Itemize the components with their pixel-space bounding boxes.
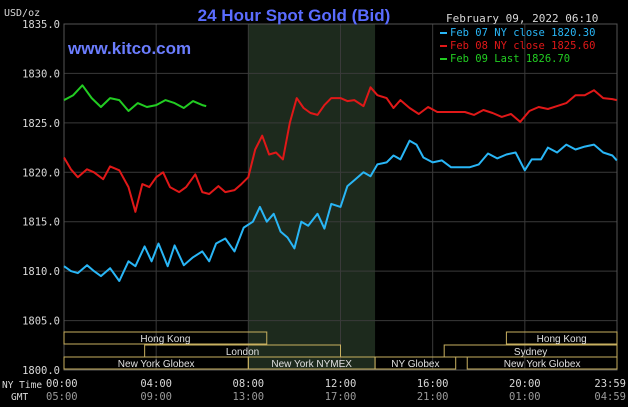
chart-title: 24 Hour Spot Gold (Bid) [198,6,391,25]
x-tick-label-ny: 16:00 [417,378,449,390]
ny-time-label: NY Time [2,380,42,391]
nymex-shaded-region [248,24,376,370]
session-bar [374,356,457,370]
x-tick-label-gmt: 21:00 [417,391,449,403]
session-label: New York Globex [118,359,195,370]
x-tick-label-gmt: 13:00 [233,391,265,403]
x-tick-label-ny: 08:00 [233,378,265,390]
session-label: London [226,347,259,358]
x-tick-label-ny: 12:00 [325,378,357,390]
y-tick-label: 1800.0 [22,365,60,377]
watermark: www.kitco.com [67,39,191,58]
x-tick-label-gmt: 04:59 [594,391,626,403]
y-tick-label: 1835.0 [22,19,60,31]
session-bar [466,356,618,370]
session-label: New York NYMEX [271,359,352,370]
x-tick-label-ny: 20:00 [509,378,541,390]
session-bar [505,331,618,345]
y-tick-label: 1815.0 [22,217,60,229]
session-label: Hong Kong [140,334,190,345]
x-tick-label-ny: 00:00 [46,378,78,390]
timestamp: February 09, 2022 06:10 [446,12,598,25]
x-tick-label-gmt: 01:00 [509,391,541,403]
series-line [63,139,618,282]
session-label: NY Globex [391,359,439,370]
x-tick-label-gmt: 09:00 [140,391,172,403]
session-label: Sydney [514,347,547,358]
session-label: Hong Kong [537,334,587,345]
series-line [63,86,618,213]
unit-label: USD/oz [4,8,40,19]
legend-entry: Feb 07 NY close 1820.30 [450,27,595,39]
session-bar [63,331,268,345]
x-tick-label-gmt: 17:00 [325,391,357,403]
plot-frame [63,23,618,371]
gmt-label: GMT [11,392,28,403]
y-tick-label: 1805.0 [22,316,60,328]
y-tick-label: 1810.0 [22,266,60,278]
legend-entry: Feb 09 Last 1826.70 [450,53,570,65]
y-tick-label: 1825.0 [22,118,60,130]
y-tick-label: 1820.0 [22,167,60,179]
legend-entry: Feb 08 NY close 1825.60 [450,40,595,52]
x-tick-label-gmt: 05:00 [46,391,78,403]
x-tick-label-ny: 23:59 [594,378,626,390]
session-label: New York Globex [504,359,581,370]
y-tick-label: 1830.0 [22,68,60,80]
x-tick-label-ny: 04:00 [140,378,172,390]
series-line [63,84,207,112]
